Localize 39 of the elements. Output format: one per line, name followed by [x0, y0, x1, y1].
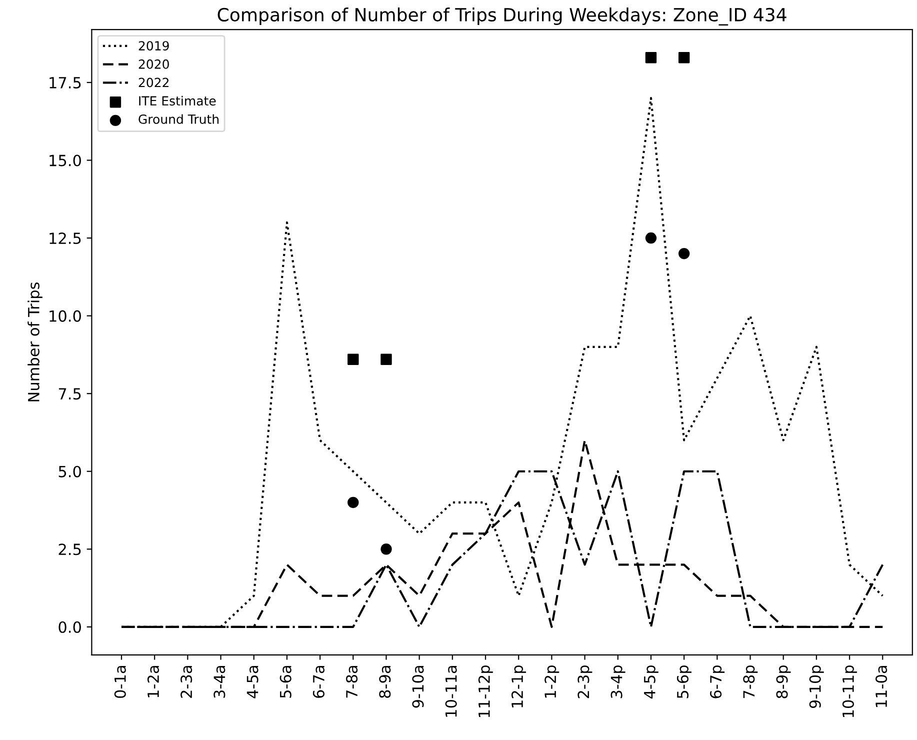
x-tick-label: 1-2p: [544, 665, 560, 698]
x-tick-label: 2-3a: [180, 666, 192, 698]
x-tick-label: 10-11p: [842, 665, 857, 718]
x-tick-label: 9-10p: [809, 665, 824, 708]
y-tick-label: 0.0: [58, 621, 81, 633]
x-tick-label: 6-7p: [710, 665, 725, 698]
legend-label: 2020: [138, 59, 169, 69]
x-tick-label: 7-8p: [743, 665, 758, 698]
x-tick-label: 12-1p: [511, 665, 526, 708]
legend-label: 2022: [138, 78, 169, 88]
x-tick-label: 1-2a: [147, 666, 160, 698]
x-tick-label: 4-5p: [644, 665, 658, 699]
x-tick-label: 4-5a: [246, 666, 258, 698]
x-tick-label: 3-4p: [610, 665, 626, 698]
x-tick-label: 8-9a: [379, 666, 391, 698]
x-tick-label: 5-6a: [280, 666, 292, 698]
x-tick-label: 5-6p: [676, 665, 692, 698]
y-tick-label: 10.0: [50, 310, 81, 322]
x-tick-label: 7-8a: [346, 666, 358, 698]
x-tick-label: 10-11a: [445, 666, 457, 717]
x-tick-label: 6-7a: [312, 666, 324, 698]
legend-label: 2019: [138, 41, 169, 51]
chart-title: Comparison of Number of Trips During Weekdays: Zone_ID 434: [218, 8, 786, 26]
y-tick-label: 12.5: [50, 232, 81, 244]
y-tick-label: 7.5: [58, 388, 81, 400]
x-tick-label: 0-1a: [114, 666, 126, 698]
x-tick-label: 11-0a: [876, 666, 888, 707]
y-tick-label: 2.5: [58, 544, 81, 556]
y-tick-label: 17.5: [50, 77, 81, 89]
x-tick-label: 8-9p: [776, 665, 791, 698]
y-tick-label: 15.0: [50, 154, 81, 166]
legend-label: ITE Estimate: [139, 96, 216, 106]
y-axis-title: Number of Trips: [28, 282, 42, 402]
x-tick-label: 9-10a: [412, 666, 424, 708]
x-tick-label: 2-3p: [578, 665, 592, 698]
legend-label: Ground Truth: [138, 114, 219, 124]
x-tick-label: 11-12p: [478, 665, 493, 718]
y-tick-label: 5.0: [58, 466, 81, 478]
x-tick-label: 3-4a: [214, 666, 226, 698]
